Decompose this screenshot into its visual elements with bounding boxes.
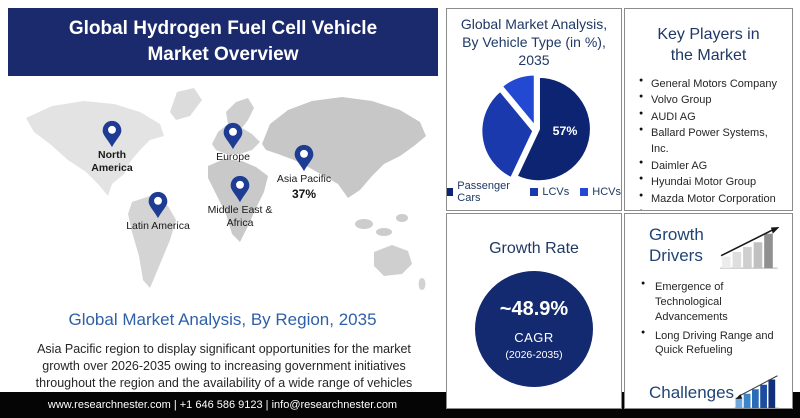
cagr-metric-label: CAGR bbox=[514, 329, 554, 345]
legend-swatch-icon bbox=[530, 188, 539, 196]
challenges-title: Challenges bbox=[649, 383, 735, 403]
overview-panel: Global Hydrogen Fuel Cell Vehicle Market… bbox=[8, 8, 438, 407]
list-item: Hyundai Motor Group bbox=[639, 174, 784, 191]
growth-rate-card: Growth Rate ~48.9% CAGR (2026-2035) bbox=[446, 213, 622, 409]
footer-contact-info: www.researchnester.com | +1 646 586 9123… bbox=[47, 399, 398, 411]
rising-bar-chart-icon bbox=[720, 226, 780, 269]
map-pin-asia-pacific: Asia Pacific 37% bbox=[264, 144, 344, 201]
map-pin-north-america: North America bbox=[72, 120, 152, 174]
location-pin-icon bbox=[102, 120, 122, 148]
growth-drivers-title: Growth Drivers bbox=[649, 225, 704, 266]
location-pin-icon bbox=[230, 175, 250, 203]
location-pin-icon bbox=[294, 144, 314, 172]
region-label: Asia Pacific bbox=[276, 173, 332, 185]
map-pin-latin-america: Latin America bbox=[118, 191, 198, 233]
growth-rate-title: Growth Rate bbox=[489, 240, 579, 257]
growth-rate-badge: ~48.9% CAGR (2026-2035) bbox=[475, 271, 593, 387]
pie-legend: Passenger Cars LCVs HCVs bbox=[447, 180, 621, 204]
region-label: Middle East & Africa bbox=[207, 204, 273, 229]
list-item: Ballard Power Systems, Inc. bbox=[639, 125, 784, 157]
cagr-value: ~48.9% bbox=[499, 297, 569, 320]
page-title: Global Hydrogen Fuel Cell Vehicle Market… bbox=[8, 8, 438, 76]
legend-swatch-icon bbox=[447, 188, 454, 196]
location-pin-icon bbox=[223, 122, 243, 150]
cagr-period: (2026-2035) bbox=[505, 348, 563, 361]
key-players-list: General Motors Company Volvo Group AUDI … bbox=[625, 76, 792, 210]
pie-chart: 57% bbox=[447, 71, 621, 189]
list-item: Long Driving Range and Quick Refueling bbox=[641, 328, 791, 359]
pie-chart-graphic: 57% bbox=[479, 72, 592, 183]
region-analysis-subtitle: Global Market Analysis, By Region, 2035 bbox=[68, 310, 377, 329]
map-pin-europe: Europe bbox=[193, 122, 273, 164]
info-grid: Global Market Analysis, By Vehicle Type … bbox=[446, 8, 794, 410]
key-players-title: Key Players in the Market bbox=[657, 26, 760, 64]
list-item: Toshiba Energy Systems and Solutions Cor… bbox=[639, 207, 784, 210]
legend-label: Passenger Cars bbox=[457, 180, 510, 204]
region-label: Europe bbox=[216, 151, 250, 163]
key-players-card: Key Players in the Market General Motors… bbox=[624, 8, 793, 211]
list-item: Volvo Group bbox=[639, 92, 784, 109]
growth-drivers-header: Growth Drivers bbox=[635, 224, 782, 272]
pie-chart-title: Global Market Analysis, By Vehicle Type … bbox=[460, 16, 608, 68]
legend-item-passenger-cars: Passenger Cars bbox=[447, 180, 519, 204]
world-map-graphic bbox=[26, 88, 426, 290]
list-item: Mazda Motor Corporation bbox=[639, 191, 784, 208]
region-label: Latin America bbox=[126, 220, 190, 232]
growth-drivers-list: Emergence of Technological Advancements … bbox=[635, 279, 782, 358]
legend-label: LCVs bbox=[542, 186, 570, 198]
list-item: Emergence of Technological Advancements bbox=[641, 279, 791, 325]
legend-item-lcvs: LCVs bbox=[530, 180, 569, 204]
location-pin-icon bbox=[148, 191, 168, 219]
world-map: North America Europe Asia Pacific 37% Mi… bbox=[12, 84, 434, 306]
blue-bar-chart-icon bbox=[734, 375, 780, 408]
list-item: General Motors Company bbox=[639, 76, 784, 93]
list-item: Daimler AG bbox=[639, 158, 784, 175]
legend-label: HCVs bbox=[592, 186, 621, 198]
drivers-challenges-card: Growth Drivers Emergence of Technologica… bbox=[624, 213, 793, 409]
challenges-header: Challenges bbox=[635, 368, 782, 408]
vehicle-type-card: Global Market Analysis, By Vehicle Type … bbox=[446, 8, 622, 211]
legend-item-hcvs: HCVs bbox=[580, 180, 621, 204]
region-label: North America bbox=[91, 149, 133, 174]
list-item: AUDI AG bbox=[639, 109, 784, 126]
map-pin-middle-east-africa: Middle East & Africa bbox=[200, 175, 280, 229]
region-share-value: 37% bbox=[291, 186, 317, 201]
legend-swatch-icon bbox=[580, 188, 589, 196]
pie-data-label: 57% bbox=[552, 123, 577, 137]
